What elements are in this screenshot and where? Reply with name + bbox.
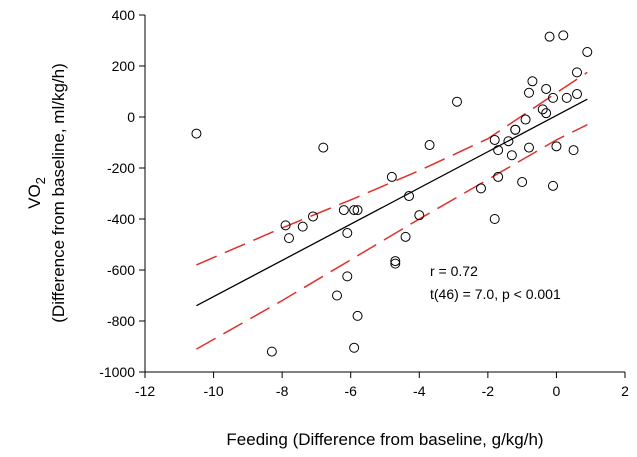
plot-area (144, 15, 625, 373)
data-point (568, 145, 579, 156)
data-point (527, 76, 538, 87)
data-point (390, 256, 401, 267)
y-axis-title-line1: VO2 (25, 177, 48, 209)
x-tick-label: -12 (135, 383, 155, 399)
data-point (352, 310, 363, 321)
data-point (332, 290, 342, 301)
data-point (493, 145, 504, 156)
data-point (506, 150, 517, 161)
data-point (548, 92, 558, 103)
y-axis-title-line2: (Difference from baseline, ml/kg/h) (49, 63, 68, 323)
data-point (349, 205, 360, 216)
y-ticks: -1000 -800 -600 -400 -200 0 200 400 (99, 7, 145, 380)
data-point (476, 183, 486, 194)
data-point (338, 205, 349, 216)
y-axis-title-main: VO (25, 184, 44, 209)
y-tick-label: -800 (107, 313, 135, 329)
data-point (582, 46, 593, 57)
r-annotation: r = 0.72 (430, 263, 478, 279)
x-tick-label: 0 (553, 383, 561, 399)
data-point (520, 114, 531, 125)
x-tick-label: -6 (344, 383, 357, 399)
y-tick-label: 400 (112, 7, 136, 23)
x-tick-label: -4 (413, 383, 426, 399)
data-point (544, 31, 555, 42)
data-point (541, 83, 552, 94)
data-point (551, 141, 562, 152)
t-annotation: t(46) = 7.0, p < 0.001 (430, 286, 561, 302)
y-tick-label: -600 (107, 262, 135, 278)
x-tick-label: -8 (276, 383, 289, 399)
y-tick-label: -1000 (99, 364, 135, 380)
y-axis-title-subscript: 2 (33, 177, 48, 184)
data-point (349, 342, 360, 353)
data-point (308, 211, 318, 222)
data-point (266, 346, 277, 357)
data-point (280, 220, 291, 231)
x-tick-label: -10 (203, 383, 223, 399)
x-ticks: -12 -10 -8 -6 -4 -2 0 2 (135, 372, 629, 399)
data-point (537, 104, 548, 115)
data-point (489, 214, 500, 224)
data-point (191, 128, 202, 139)
x-tick-label: -2 (482, 383, 495, 399)
data-point (517, 177, 528, 188)
regression-line-group (196, 98, 588, 307)
data-point (404, 191, 414, 202)
data-point (414, 210, 425, 221)
x-tick-label: 2 (621, 383, 629, 399)
data-point (342, 228, 353, 239)
data-point (489, 134, 500, 145)
data-point (284, 233, 294, 244)
data-point (524, 142, 534, 153)
data-point (424, 140, 435, 151)
y-tick-label: -400 (107, 211, 135, 227)
confidence-interval-lines (196, 71, 588, 350)
x-axis-title: Feeding (Difference from baseline, g/kg/… (226, 430, 543, 449)
data-point (510, 124, 521, 135)
y-tick-label: 0 (127, 109, 135, 125)
y-axis-title: VO2 (Difference from baseline, ml/kg/h) (25, 63, 68, 323)
data-point (561, 92, 572, 103)
data-point (493, 171, 504, 182)
data-point (452, 96, 462, 107)
data-point (342, 271, 353, 282)
data-point (352, 205, 363, 216)
data-point (386, 171, 397, 182)
regression-line (196, 98, 588, 307)
data-points (191, 30, 593, 357)
data-point (318, 142, 329, 153)
data-point (297, 221, 308, 232)
data-point (572, 89, 582, 100)
data-point (572, 67, 582, 78)
data-point (503, 136, 514, 147)
data-point (524, 87, 534, 98)
data-point (548, 180, 558, 191)
data-point (558, 30, 569, 41)
data-point (390, 258, 401, 269)
ci-lower-line (196, 124, 588, 350)
data-point (541, 108, 552, 119)
y-tick-label: -200 (107, 160, 135, 176)
data-point (400, 231, 411, 242)
y-tick-label: 200 (112, 58, 136, 74)
